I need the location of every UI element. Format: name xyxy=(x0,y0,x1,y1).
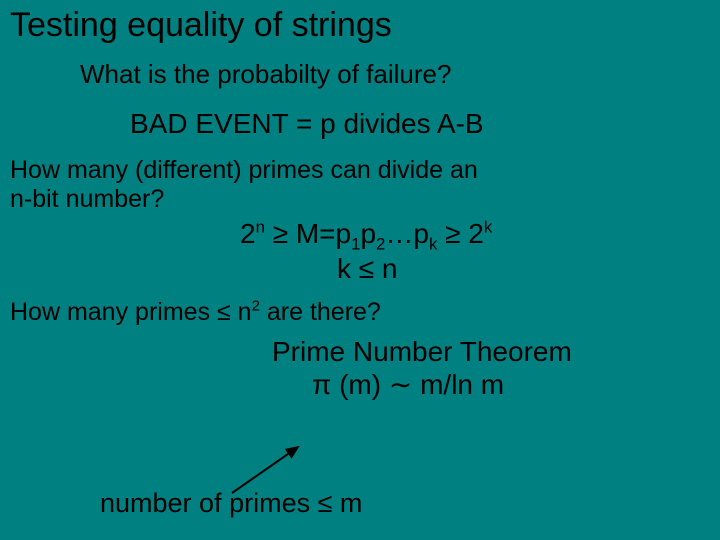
slide-title: Testing equality of strings xyxy=(10,6,710,45)
arrow-caption: number of primes ≤ m xyxy=(100,488,362,519)
formula-line-2: k ≤ n xyxy=(337,251,710,286)
question-1: How many (different) primes can divide a… xyxy=(10,156,710,214)
theorem-line-1: Prime Number Theorem xyxy=(272,335,710,369)
bad-event-line: BAD EVENT = p divides A-B xyxy=(130,108,710,140)
prime-number-theorem: Prime Number Theorem π (m) ∼ m/ln m xyxy=(272,335,710,402)
theorem-line-2: π (m) ∼ m/ln m xyxy=(312,368,710,402)
question-1-line-2: n-bit number? xyxy=(10,185,164,213)
formula-block-1: 2n ≥ M=p1p2…pk ≥ 2k k ≤ n xyxy=(240,216,710,286)
question-2: How many primes ≤ n2 are there? xyxy=(10,298,710,327)
slide-container: Testing equality of strings What is the … xyxy=(0,0,720,540)
question-1-line-1: How many (different) primes can divide a… xyxy=(10,156,478,184)
formula-line-1: 2n ≥ M=p1p2…pk ≥ 2k xyxy=(240,216,710,251)
slide-subtitle: What is the probabilty of failure? xyxy=(80,59,710,90)
